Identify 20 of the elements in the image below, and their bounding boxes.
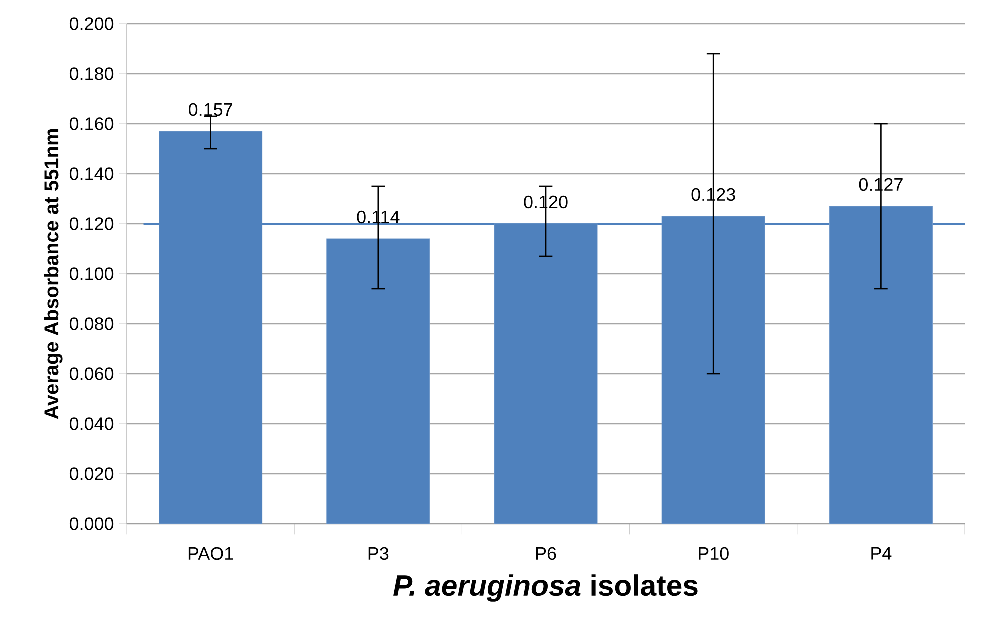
- y-tick-label: 0.080: [70, 318, 114, 330]
- x-tick-label: P10: [699, 547, 729, 560]
- y-tick-label: 0.140: [70, 168, 114, 180]
- y-tick-label: 0.180: [70, 68, 114, 80]
- data-label: 0.157: [189, 103, 232, 116]
- x-tick-label: PAO1: [188, 547, 234, 560]
- y-tick-label: 0.000: [70, 518, 114, 530]
- y-tick-label: 0.200: [70, 18, 114, 30]
- y-tick-label: 0.040: [70, 418, 114, 430]
- x-tick-label: P6: [536, 547, 556, 560]
- y-tick-label: 0.100: [70, 268, 114, 280]
- x-tick-label: P4: [872, 547, 892, 560]
- x-tick-label: P3: [368, 547, 389, 560]
- bar: [326, 238, 430, 524]
- x-axis-title: P. aeruginosa isolates: [394, 574, 698, 602]
- y-tick-label: 0.160: [70, 118, 114, 130]
- y-axis-title: Average Absorbance at 551nm: [44, 129, 63, 420]
- y-tick-label: 0.020: [70, 468, 114, 480]
- y-tick-label: 0.060: [70, 368, 114, 380]
- y-tick-label: 0.120: [70, 218, 114, 230]
